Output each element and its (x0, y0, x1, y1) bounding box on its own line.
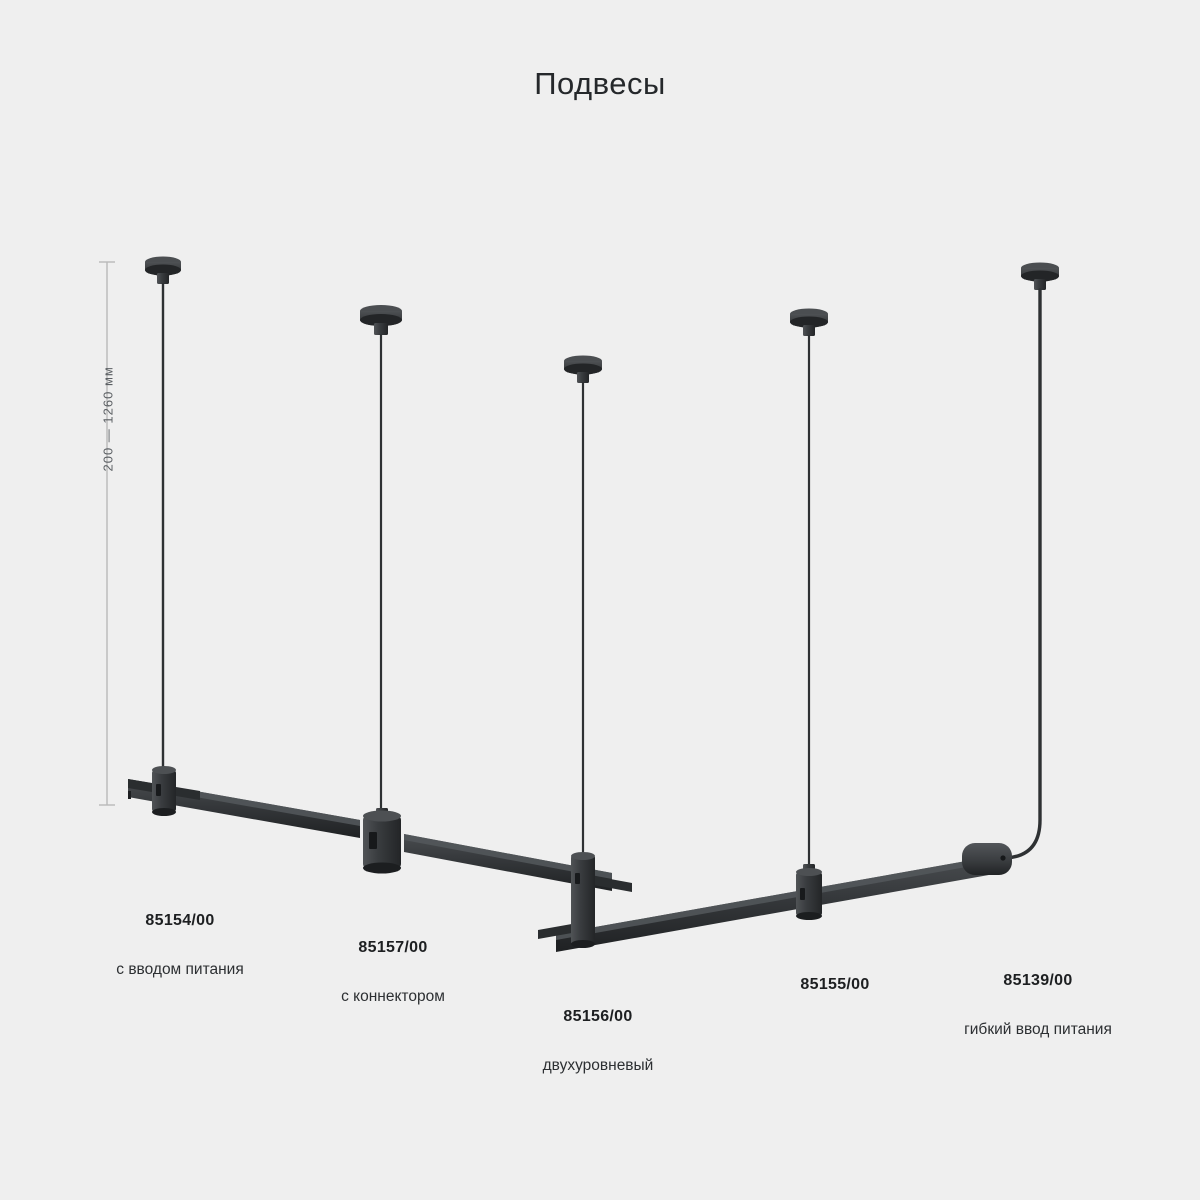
page-title: Подвесы (534, 66, 666, 101)
ceiling-cup-85155 (790, 308, 828, 336)
product-code: 85156/00 (563, 1008, 633, 1026)
product-caption-85155: 85155/00 (710, 950, 960, 1046)
flexible-cable-85139 (1004, 288, 1042, 860)
ceiling-cup-85156 (564, 355, 602, 383)
ceiling-cup-85157 (360, 305, 402, 335)
product-code: 85154/00 (145, 912, 215, 930)
pendant-85139 (962, 262, 1059, 875)
product-subtitle: гибкий ввод питания (964, 1020, 1112, 1038)
product-caption-85157: 85157/00 с коннектором (268, 913, 518, 1031)
track-rail-segment-middle-upper (404, 834, 612, 891)
connector-body-85157 (363, 808, 401, 874)
pendant-85154 (128, 256, 200, 816)
pendant-85155 (790, 308, 828, 920)
ceiling-cup-85154 (145, 256, 181, 284)
feed-capsule-85139 (962, 843, 1012, 875)
product-code: 85155/00 (800, 976, 870, 994)
product-caption-85156: 85156/00 двухуровневый (468, 982, 728, 1100)
pendant-85156 (538, 355, 632, 948)
track-rail-segment-lower-right (556, 855, 1000, 952)
product-subtitle: двухуровневый (542, 1056, 654, 1074)
product-code: 85157/00 (358, 939, 428, 957)
product-caption-85154: 85154/00 с вводом питания (60, 886, 300, 1004)
mount-body-85155 (796, 864, 822, 920)
mount-body-85154 (152, 766, 176, 816)
dimension-label: 200 — 1260 мм (100, 366, 116, 472)
mount-post-85156 (571, 852, 595, 948)
pendant-85157 (360, 305, 402, 874)
product-subtitle: с коннектором (341, 987, 445, 1005)
product-caption-85139: 85139/00 гибкий ввод питания (938, 946, 1138, 1064)
product-code: 85139/00 (1003, 972, 1073, 990)
product-subtitle: с вводом питания (116, 960, 244, 978)
dimension-line (99, 261, 115, 806)
ceiling-cup-85139 (1021, 262, 1059, 290)
